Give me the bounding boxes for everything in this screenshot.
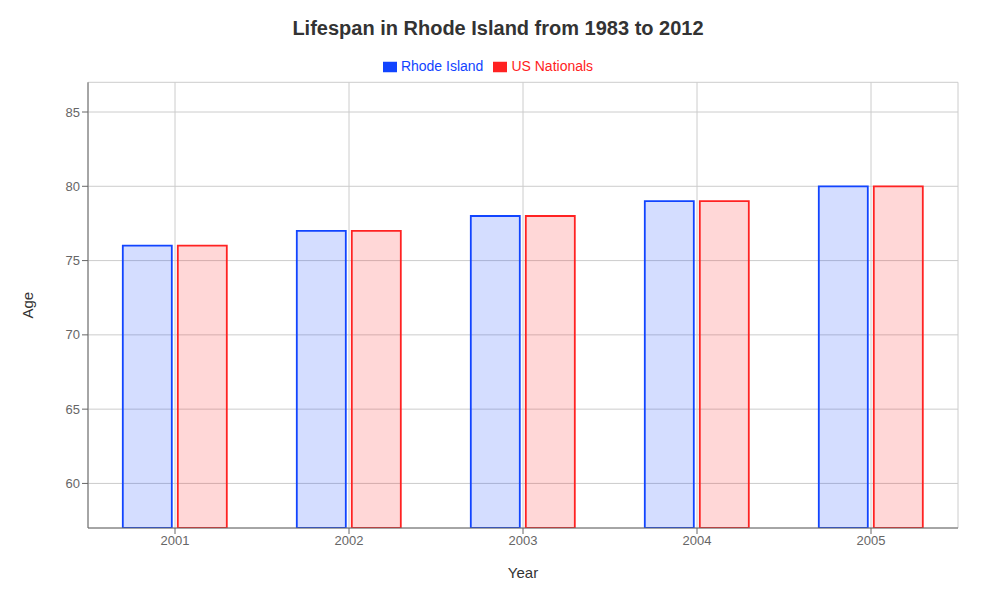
svg-text:60: 60	[66, 476, 80, 491]
svg-text:75: 75	[66, 253, 80, 268]
svg-text:2001: 2001	[161, 533, 190, 548]
svg-text:70: 70	[66, 327, 80, 342]
html-text:US Nationals: US Nationals	[511, 58, 594, 74]
svg-text:2005: 2005	[857, 533, 886, 548]
svg-text:85: 85	[66, 105, 80, 120]
html-text:Lifespan in Rhode Island from: Lifespan in Rhode Island from 1983 to 20…	[292, 17, 704, 39]
svg-text:65: 65	[66, 402, 80, 417]
svg-text:2003: 2003	[509, 533, 538, 548]
svg-text:2004: 2004	[683, 533, 712, 548]
svg-text:Age: Age	[19, 292, 36, 319]
svg-text:Year: Year	[508, 564, 538, 581]
html-text:Rhode Island: Rhode Island	[400, 58, 484, 74]
svg-text:80: 80	[66, 179, 80, 194]
svg-text:2002: 2002	[335, 533, 364, 548]
